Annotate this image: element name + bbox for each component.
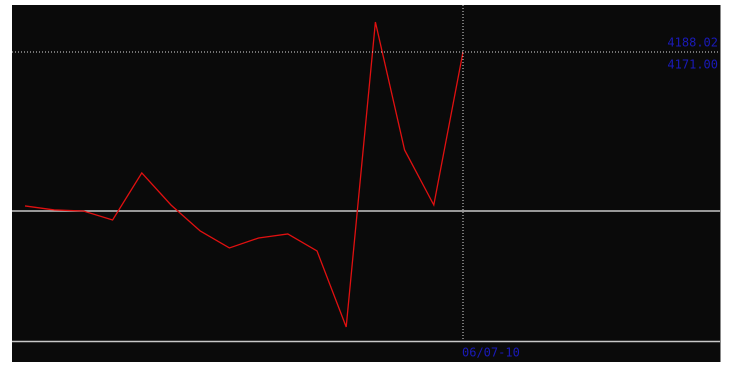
crosshair-date-label: 06/07-10 [462, 346, 520, 360]
price-line [24, 21, 464, 328]
plot-background [12, 5, 720, 362]
crosshair-value-label: 4188.02 [667, 36, 718, 50]
reference-value-label: 4171.00 [667, 58, 718, 72]
